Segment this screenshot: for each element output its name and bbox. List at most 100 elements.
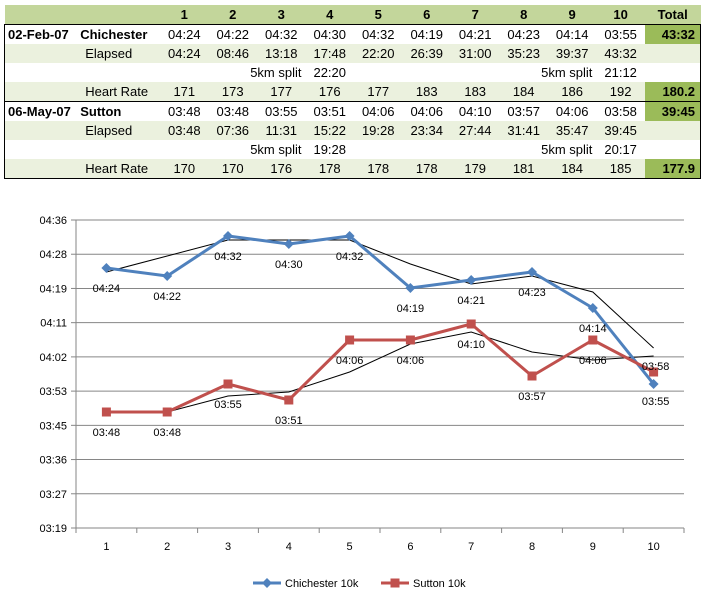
data-point <box>527 371 537 381</box>
heart-rate-cell: 184 <box>547 159 597 179</box>
data-label: 03:57 <box>518 391 546 403</box>
header-cell: 8 <box>499 5 548 25</box>
heart-rate-cell: 183 <box>450 82 500 102</box>
heart-rate-average: 177.9 <box>644 159 701 179</box>
heart-rate-label: Heart Rate <box>77 82 161 102</box>
split-cell: 03:55 <box>257 101 306 121</box>
split-cell: 04:06 <box>402 101 451 121</box>
heart-rate-cell: 192 <box>596 82 645 102</box>
heart-rate-cell: 186 <box>547 82 597 102</box>
split-cell: 04:23 <box>499 24 548 44</box>
split-cell: 03:48 <box>208 101 258 121</box>
heart-rate-cell: 178 <box>402 159 451 179</box>
split-cell: 04:06 <box>547 101 597 121</box>
split-cell: 04:21 <box>450 24 500 44</box>
table-row: 5km split 19:28 5km split 20:17 <box>4 140 701 159</box>
elapsed-cell: 08:46 <box>208 44 258 63</box>
heart-rate-cell: 184 <box>499 82 548 102</box>
x-tick-label: 3 <box>225 541 231 553</box>
data-point <box>588 335 598 345</box>
split-cell: 03:55 <box>596 24 645 44</box>
total-header: Total <box>644 5 701 25</box>
x-tick-label: 4 <box>286 541 292 553</box>
x-tick-label: 9 <box>590 541 596 553</box>
data-point <box>223 231 233 241</box>
data-point <box>649 367 659 377</box>
trend-line <box>106 239 654 349</box>
y-tick-label: 04:11 <box>40 318 67 330</box>
split-cell: 04:24 <box>160 24 209 44</box>
elapsed-cell: 03:48 <box>160 121 209 140</box>
elapsed-cell: 26:39 <box>402 44 451 63</box>
data-point <box>405 283 416 293</box>
data-label: 04:32 <box>336 251 364 263</box>
spacer-cell <box>4 159 78 179</box>
data-point <box>344 231 355 241</box>
spacer-cell <box>4 63 78 82</box>
header-cell: 4 <box>305 5 354 25</box>
y-tick-label: 03:27 <box>39 489 67 501</box>
data-label: 03:58 <box>642 361 670 373</box>
split5-label: 5km split <box>353 63 597 82</box>
elapsed-cell: 35:23 <box>499 44 548 63</box>
table-row: Heart Rate 170 170 176 178 178 178 179 181 184 185… <box>4 159 701 179</box>
spacer-cell <box>4 121 78 140</box>
legend-label: Chichester 10k <box>285 578 359 590</box>
trend-line <box>106 331 654 413</box>
split5-value: 19:28 <box>305 140 354 159</box>
spacer-cell <box>4 82 78 102</box>
header-cell: 5 <box>353 5 403 25</box>
data-label: 04:14 <box>579 323 607 335</box>
legend-marker <box>262 578 272 588</box>
data-label: 03:55 <box>214 399 242 411</box>
split-cell: 04:32 <box>257 24 306 44</box>
elapsed-cell: 13:18 <box>257 44 306 63</box>
chart-series <box>101 231 659 417</box>
heart-rate-cell: 181 <box>499 159 548 179</box>
data-point <box>405 335 415 345</box>
data-point <box>527 267 537 277</box>
x-tick-label: 5 <box>347 541 353 553</box>
elapsed-cell: 15:22 <box>305 121 354 140</box>
elapsed-cell: 31:00 <box>450 44 500 63</box>
elapsed-cell: 43:32 <box>596 44 645 63</box>
data-label: 03:48 <box>93 427 121 439</box>
elapsed-cell: 11:31 <box>257 121 306 140</box>
split-cell: 04:10 <box>450 101 500 121</box>
elapsed-label: Elapsed <box>77 121 161 140</box>
elapsed-cell: 04:24 <box>160 44 209 63</box>
y-tick-label: 03:19 <box>39 523 67 535</box>
data-label: 04:06 <box>336 355 364 367</box>
header-cell: 2 <box>208 5 258 25</box>
y-tick-label: 04:02 <box>39 352 67 364</box>
data-label: 04:06 <box>579 355 607 367</box>
data-labels: 04:24 04:22 04:32 04:30 04:32 04:19 04:21 04:23… <box>93 251 670 439</box>
spacer-cell <box>644 63 701 82</box>
data-label: 03:51 <box>275 415 303 427</box>
table-row: 06-May-07 Sutton 03:48 03:48 03:55 03:51 04:06… <box>4 101 701 121</box>
race-name: Chichester <box>77 24 161 44</box>
header-cell: 1 <box>160 5 209 25</box>
x-tick-label: 1 <box>103 541 109 553</box>
header-cell: 7 <box>450 5 500 25</box>
elapsed-cell: 23:34 <box>402 121 451 140</box>
split5-label: 5km split <box>160 63 306 82</box>
chart-gridlines <box>76 219 684 529</box>
heart-rate-cell: 170 <box>160 159 209 179</box>
race-total: 43:32 <box>644 24 701 44</box>
elapsed-cell: 07:36 <box>208 121 258 140</box>
heart-rate-cell: 176 <box>305 82 354 102</box>
x-tick-label: 6 <box>407 541 413 553</box>
spacer-cell <box>77 63 161 82</box>
chart-legend: Chichester 10k Sutton 10k <box>253 578 466 590</box>
data-label: 04:23 <box>518 287 546 299</box>
y-tick-label: 04:36 <box>39 215 67 227</box>
split-cell: 04:06 <box>353 101 403 121</box>
heart-rate-cell: 183 <box>402 82 451 102</box>
elapsed-cell: 19:28 <box>353 121 403 140</box>
heart-rate-cell: 185 <box>596 159 645 179</box>
race-name: Sutton <box>77 101 161 121</box>
data-label: 04:22 <box>153 291 181 303</box>
elapsed-cell: 22:20 <box>353 44 403 63</box>
heart-rate-cell: 170 <box>208 159 258 179</box>
